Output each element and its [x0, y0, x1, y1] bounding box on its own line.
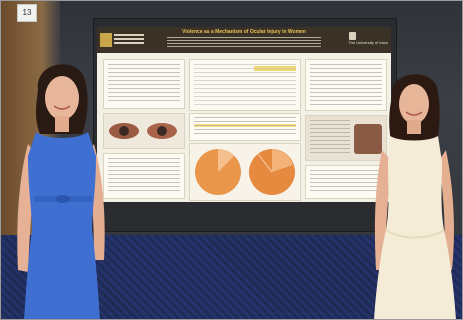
- poster-header: Violence as a Mechanism of Ocular Injury…: [97, 27, 391, 53]
- poster-panel-table: [189, 59, 301, 111]
- poster-panel-discussion: [305, 59, 387, 111]
- poster-panel-images: [305, 115, 387, 161]
- poster-authors: [167, 37, 321, 47]
- university-logo-right: The University of Iowa: [347, 31, 389, 49]
- person-right: [374, 74, 456, 320]
- poster-panel-photos: [103, 113, 185, 149]
- poster-panel-pie-charts: [189, 143, 301, 201]
- poster-title: Violence as a Mechanism of Ocular Injury…: [182, 29, 306, 35]
- poster-panel-results: [189, 113, 301, 141]
- institution-logo-left: [100, 31, 144, 49]
- person-left: [17, 64, 105, 320]
- eye-photo-icon: [109, 123, 177, 139]
- pie-charts: [195, 149, 295, 195]
- poster-panel-methods: [103, 153, 185, 199]
- poster-panel-intro: [103, 59, 185, 109]
- research-poster: Violence as a Mechanism of Ocular Injury…: [97, 27, 391, 202]
- university-name: The University of Iowa: [348, 40, 388, 45]
- board-number-sign: 13: [17, 4, 37, 22]
- crest-icon: [349, 32, 356, 40]
- poster-panel-conclusion: [305, 165, 387, 199]
